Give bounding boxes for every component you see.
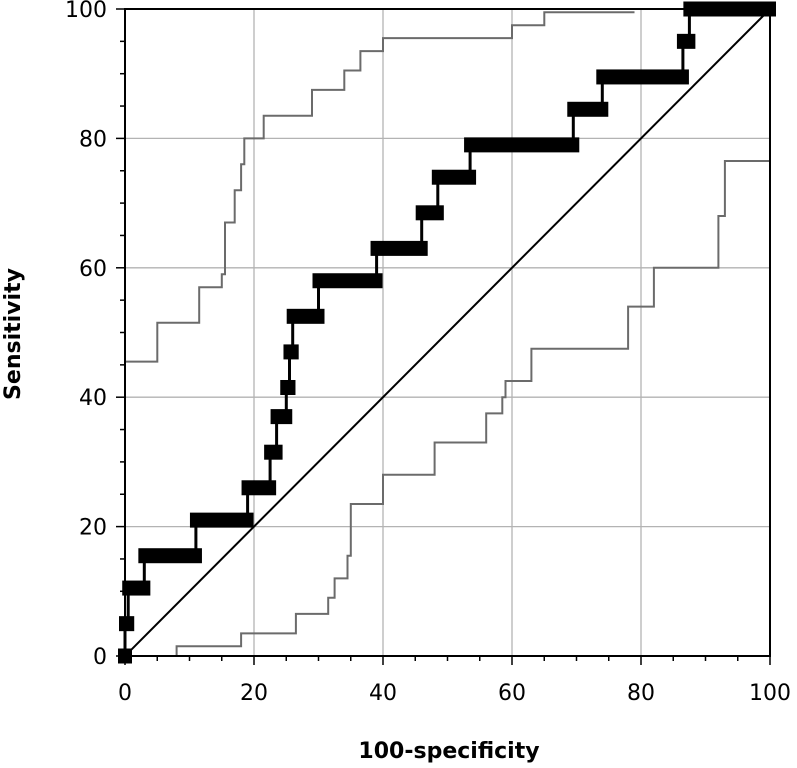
roc-step-marker (431, 169, 477, 185)
y-tick-label: 100 (65, 0, 107, 23)
roc-step-marker (370, 240, 428, 256)
roc-step-marker (283, 344, 299, 360)
y-tick-label: 20 (79, 516, 107, 541)
upper-confidence-bound-line (125, 11, 635, 363)
x-tick-label: 20 (240, 681, 268, 706)
y-tick-label: 0 (93, 645, 107, 670)
y-tick-label: 40 (79, 386, 107, 411)
roc-step-marker (567, 101, 609, 117)
lower-confidence-bound-line (175, 160, 770, 656)
y-axis-title: Sensitivity (1, 268, 26, 400)
roc-step-marker (312, 273, 383, 289)
roc-step-marker (122, 580, 151, 596)
x-tick-label: 0 (118, 681, 132, 706)
roc-step-marker (676, 33, 696, 49)
roc-step-marker (189, 512, 254, 528)
roc-step-marker (280, 379, 296, 395)
roc-step-marker (119, 616, 135, 632)
roc-step-marker (270, 409, 293, 425)
roc-step-marker (138, 548, 202, 564)
axis-ticks: 0 20 40 60 80 100 0 20 40 60 80 100 (65, 0, 791, 706)
roc-step-marker (264, 444, 283, 460)
x-tick-label: 60 (498, 681, 526, 706)
x-tick-label: 40 (369, 681, 397, 706)
x-tick-label: 80 (627, 681, 655, 706)
roc-step-marker (241, 480, 277, 496)
y-tick-label: 80 (79, 127, 107, 152)
reference-diagonal-line (124, 8, 771, 657)
roc-step-marker (464, 137, 580, 153)
x-axis-title: 100-specificity (358, 739, 539, 764)
roc-step-marker (286, 308, 325, 324)
x-tick-label: 100 (749, 681, 791, 706)
series-group (118, 1, 776, 664)
roc-step-marker (415, 205, 444, 221)
y-tick-label: 60 (79, 257, 107, 282)
roc-step-marker (596, 69, 689, 85)
